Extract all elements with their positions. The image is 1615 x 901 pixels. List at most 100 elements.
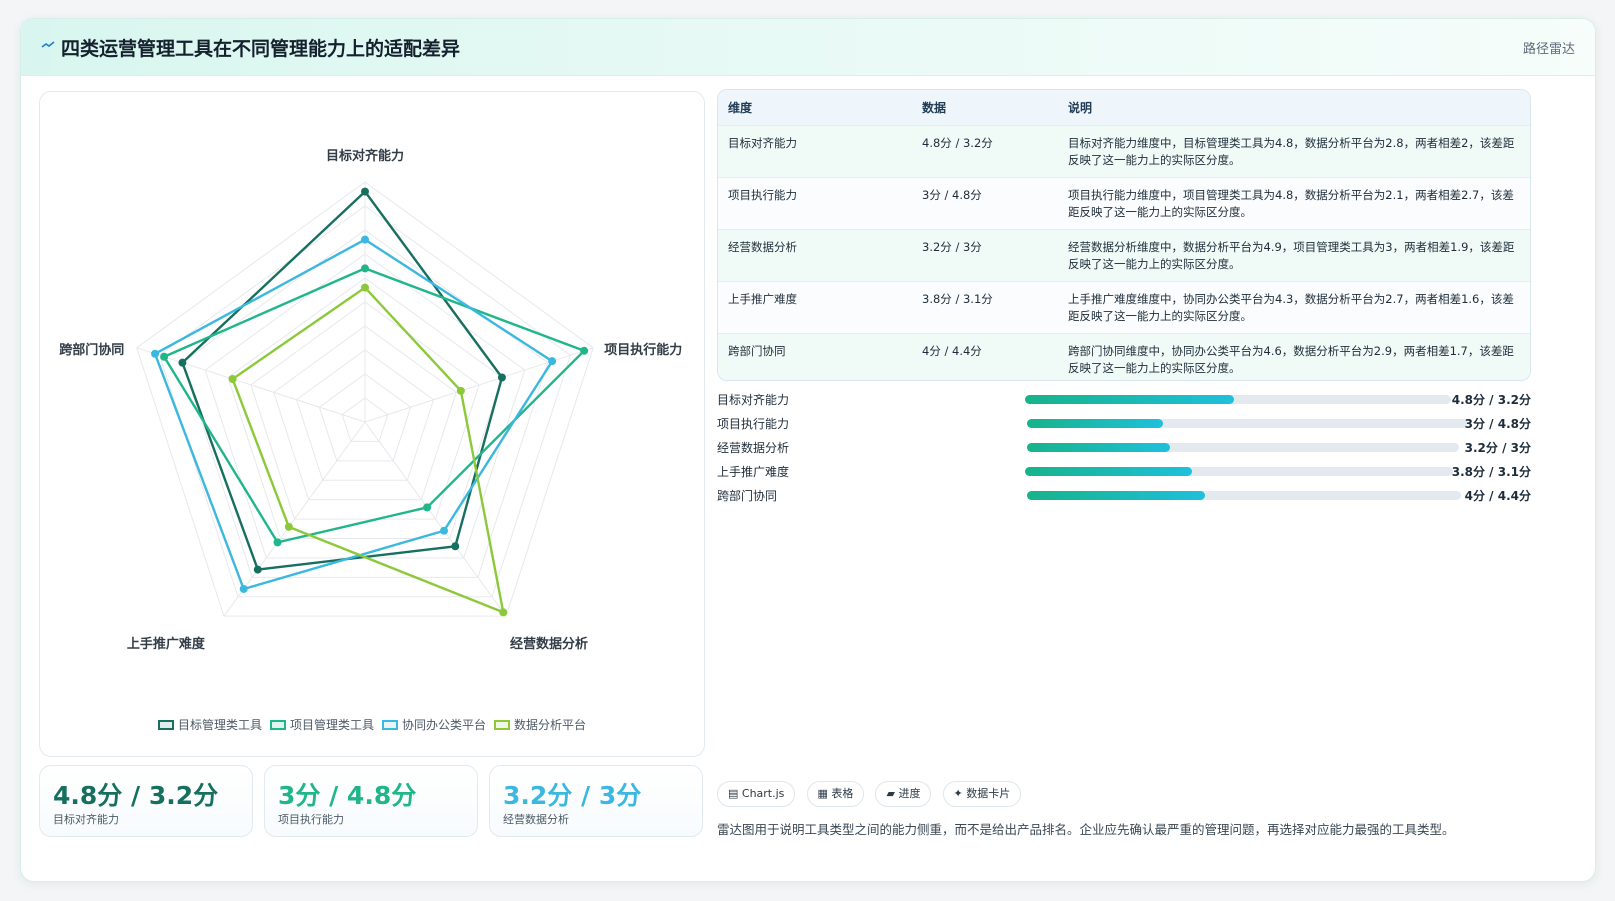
table-row: 跨部门协同 4分 / 4.4分 跨部门协同维度中，协同办公类平台为4.6，数据分… [718,333,1530,380]
progress-fill [1027,443,1170,452]
radar-grid-ring [295,349,435,481]
progress-value: 4分 / 4.4分 [1464,489,1531,503]
radar-grid-ring [136,181,594,617]
progress-value: 3分 / 4.8分 [1464,417,1531,431]
table-cell-description: 经营数据分析维度中，数据分析平台为4.9，项目管理类工具为3，两者相差1.9，该… [1058,229,1530,282]
stat-value: 4.8分 / 3.2分 [53,781,219,810]
legend-swatch [269,720,286,730]
progress-label: 跨部门协同 [717,489,778,503]
progress-value: 3.8分 / 3.1分 [1451,465,1531,479]
table-cell-description: 上手推广难度维度中，协同办公类平台为4.3，数据分析平台为2.7，两者相差1.6… [1058,281,1530,334]
radar-data-point [497,373,506,382]
radar-grid-ring [181,229,549,578]
stat-label: 项目执行能力 [278,813,344,826]
radar-grid-ring [273,325,457,501]
table-cell-description: 跨部门协同维度中，协同办公类平台为4.6，数据分析平台为2.9，两者相差1.7，… [1058,333,1530,380]
radar-grid-ring [250,301,480,520]
radar-axis-label: 跨部门协同 [59,342,124,358]
progress-row: 项目执行能力 3分 / 4.8分 [717,413,1531,433]
table-cell-dimension: 项目执行能力 [718,177,912,230]
stat-card-0: 4.8分 / 3.2分 目标对齐能力 [39,765,253,837]
table-cell-data: 4.8分 / 3.2分 [912,125,1058,178]
chip-progress[interactable]: ▰ 进度 [875,781,932,807]
legend-swatch [157,720,174,730]
main-card: 四类运营管理工具在不同管理能力上的适配差异 路径雷达 目标对齐能力 项目执行能力经… [20,18,1596,882]
radar-spoke [136,347,366,423]
radar-data-point [151,349,160,358]
chart-legend: 目标管理类工具 项目管理类工具 协同办公类平台 数据分析平台 [40,716,704,733]
legend-item[interactable]: 数据分析平台 [494,716,586,733]
radar-axis-label: 目标对齐能力 [326,148,404,164]
progress-row: 目标对齐能力 4.8分 / 3.2分 [717,389,1531,409]
progress-track [1027,491,1461,500]
radar-axis-label: 经营数据分析 [510,636,588,652]
radar-series-line [153,238,554,591]
radar-data-point [239,584,248,593]
progress-fill [1025,467,1192,476]
radar-data-point [361,283,369,292]
chip-table[interactable]: ▦ 表格 [806,781,865,807]
stat-value: 3分 / 4.8分 [278,781,417,810]
radar-spoke [364,347,594,423]
table-cell-dimension: 跨部门协同 [718,333,912,380]
radar-data-point [284,522,293,531]
header: 四类运营管理工具在不同管理能力上的适配差异 路径雷达 [21,19,1595,76]
chart-type-tag: 路径雷达 [1522,42,1575,57]
progress-value: 4.8分 / 3.2分 [1451,393,1531,407]
progress-track [1025,467,1453,476]
table-cell-data: 3.8分 / 3.1分 [912,281,1058,334]
stat-value: 3.2分 / 3分 [503,781,642,810]
radar-series-line [231,286,505,614]
table-row: 目标对齐能力 4.8分 / 3.2分 目标对齐能力维度中，目标管理类工具为4.8… [718,125,1530,178]
radar-grid-ring [158,205,572,598]
legend-label: 项目管理类工具 [289,718,374,732]
radar-data-point [253,565,262,574]
table-cell-dimension: 目标对齐能力 [718,125,912,178]
radar-data-point [548,357,557,366]
progress-row: 经营数据分析 3.2分 / 3分 [717,437,1531,457]
tech-chips: ▤ Chart.js ▦ 表格 ▰ 进度 ✦ 数据卡片 [717,781,1027,807]
legend-swatch [494,720,511,730]
progress-fill [1027,419,1164,428]
legend-item[interactable]: 协同办公类平台 [382,716,486,733]
progress-label: 目标对齐能力 [717,393,790,407]
table-header-row: 维度 数据 说明 [718,90,1530,126]
table-row: 经营数据分析 3.2分 / 3分 经营数据分析维度中，数据分析平台为4.9，项目… [718,229,1530,282]
stat-card-2: 3.2分 / 3分 经营数据分析 [489,765,703,837]
legend-label: 协同办公类平台 [402,718,487,732]
data-table: 维度 数据 说明 目标对齐能力 4.8分 / 3.2分 目标对齐能力维度中，目标… [717,89,1531,381]
progress-fill [1027,491,1205,500]
radar-data-point [228,374,237,383]
legend-item[interactable]: 目标管理类工具 [157,716,262,733]
table-cell-description: 目标对齐能力维度中，目标管理类工具为4.8，数据分析平台为2.8，两者相差2，该… [1058,125,1530,178]
table-cell-data: 3.2分 / 3分 [912,229,1058,282]
radar-data-point [456,386,465,395]
legend-swatch [382,720,398,730]
radar-grid-ring [227,277,503,539]
stat-card-1: 3分 / 4.8分 项目执行能力 [264,765,478,837]
table-cell-dimension: 上手推广难度 [718,281,912,334]
legend-label: 数据分析平台 [514,718,587,732]
progress-label: 经营数据分析 [717,441,790,455]
radar-data-point [361,264,369,273]
radar-data-point [273,538,282,547]
radar-data-point [160,352,169,361]
radar-data-point [439,526,448,535]
progress-label: 上手推广难度 [717,465,790,479]
radar-axis-label: 项目执行能力 [604,342,682,358]
progress-row: 上手推广难度 3.8分 / 3.1分 [717,461,1531,481]
legend-item[interactable]: 项目管理类工具 [269,716,374,733]
radar-spoke [364,421,507,617]
table-cell-data: 3分 / 4.8分 [912,177,1058,230]
radar-data-point [499,608,508,617]
radar-data-point [361,187,369,196]
chip-chartjs[interactable]: ▤ Chart.js [717,781,796,807]
page-title: 四类运营管理工具在不同管理能力上的适配差异 [61,38,461,60]
radar-data-point [423,503,432,512]
chip-data-card[interactable]: ✦ 数据卡片 [942,781,1022,807]
progress-row: 跨部门协同 4分 / 4.4分 [717,485,1531,505]
progress-fill [1025,395,1234,404]
legend-label: 目标管理类工具 [177,718,262,732]
radar-axis-label: 上手推广难度 [127,636,206,652]
